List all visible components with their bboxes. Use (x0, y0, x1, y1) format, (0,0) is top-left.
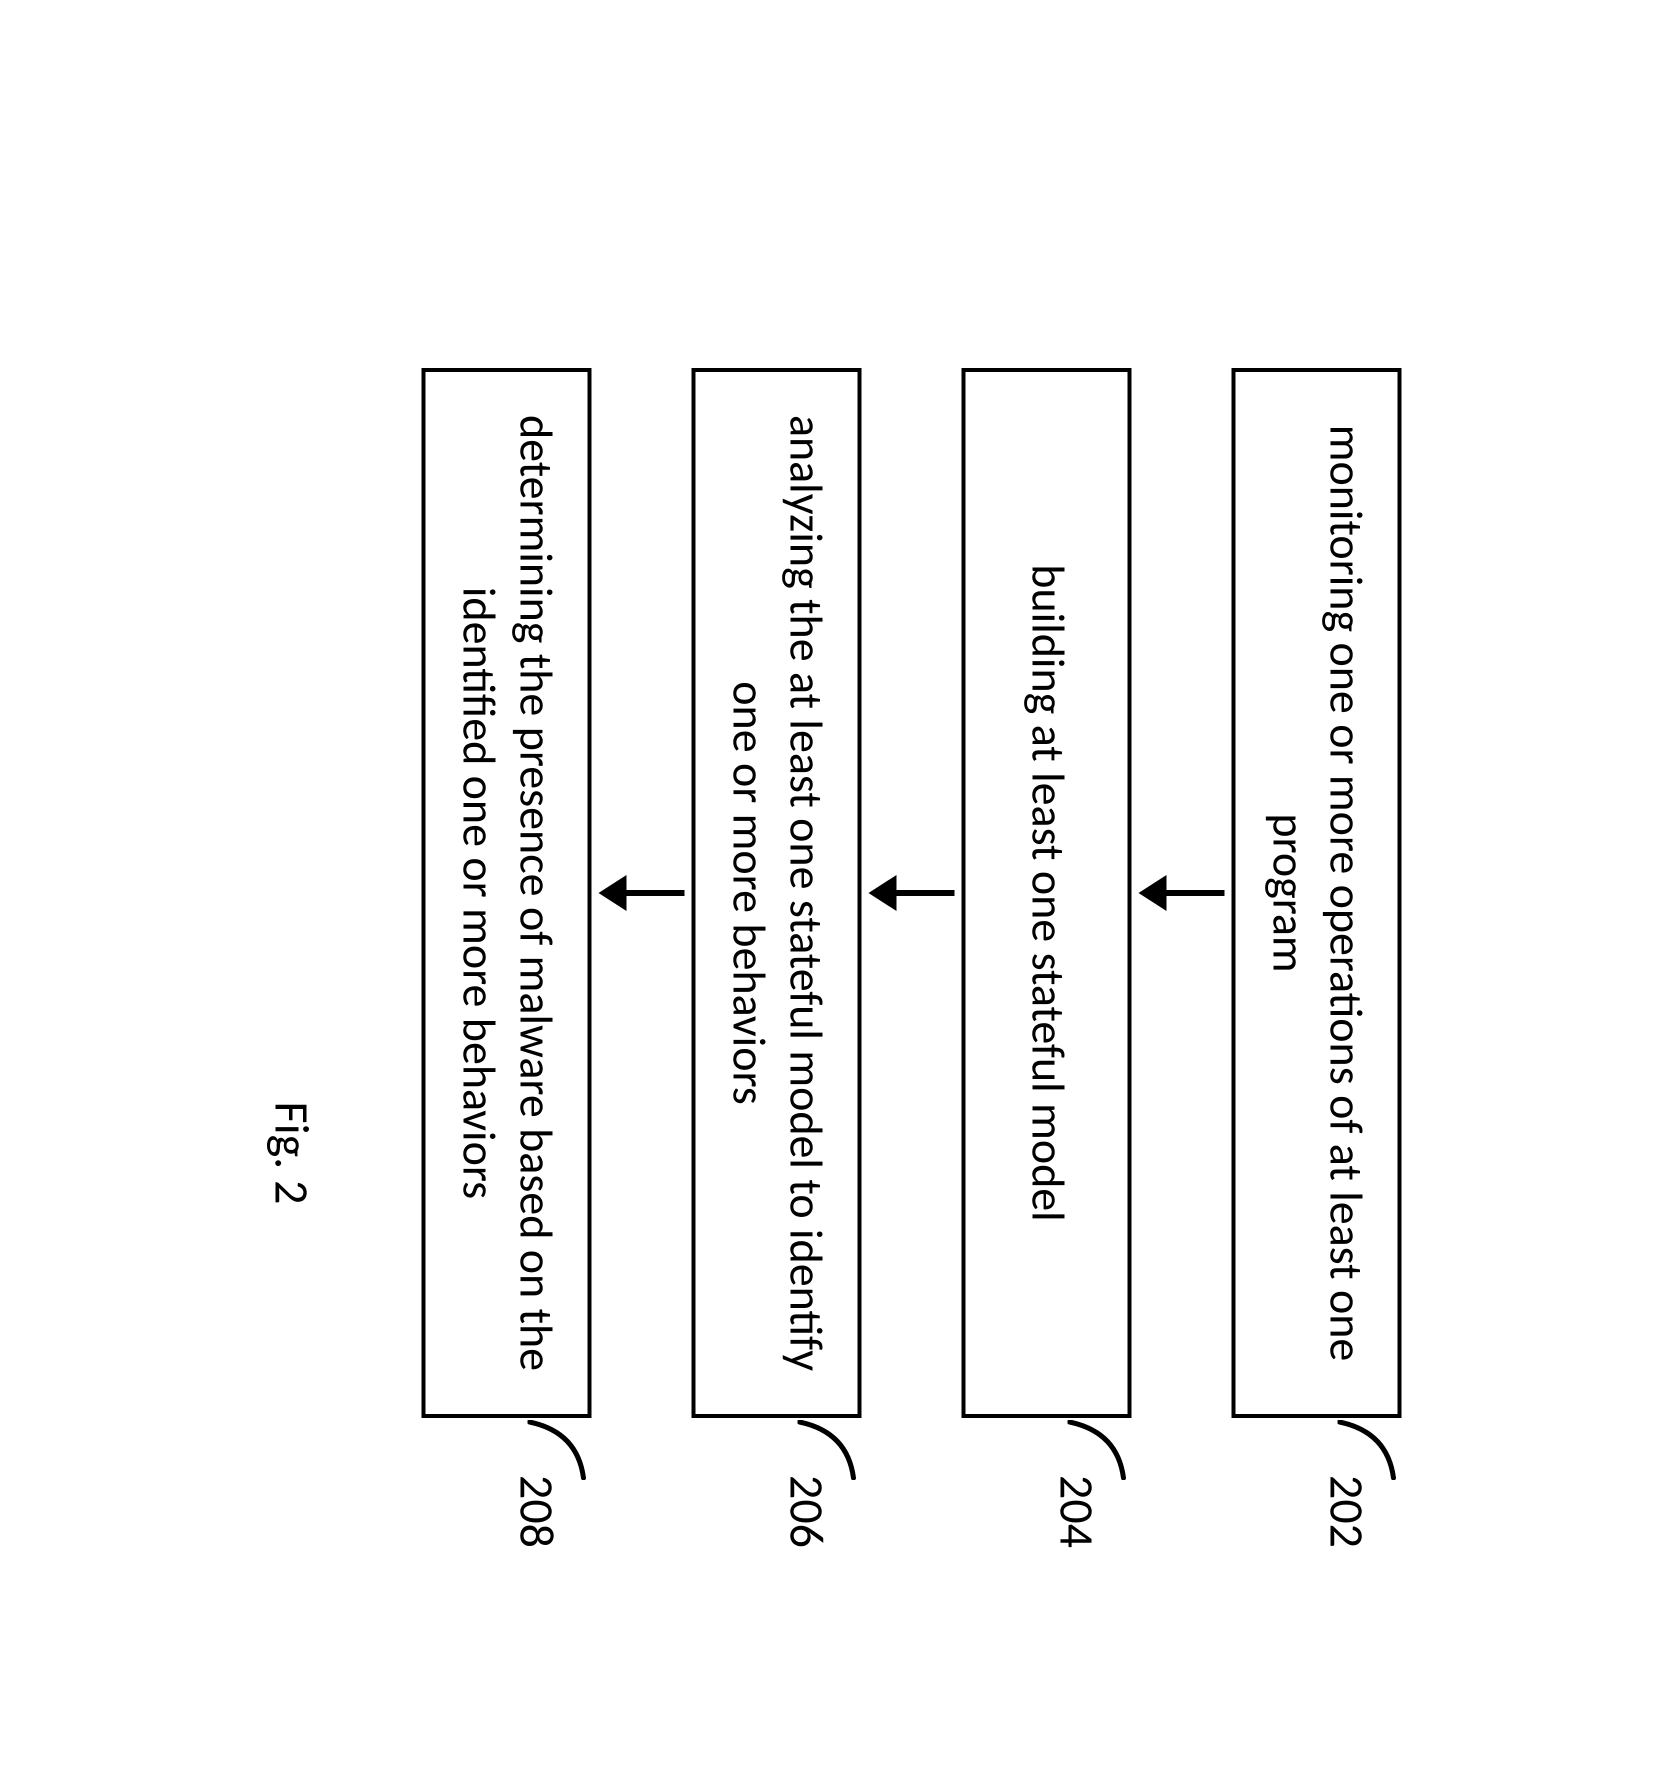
callout-arc-icon (1067, 1420, 1127, 1480)
step-text: determining the presence of malware base… (449, 402, 564, 1384)
ref-label-204: 204 (1047, 1475, 1106, 1548)
step-box-206: analyzing the at least one stateful mode… (691, 368, 861, 1418)
flowchart-step: building at least one stateful model 204 (961, 368, 1131, 1418)
arrow-icon (1131, 875, 1231, 911)
step-text: analyzing the at least one stateful mode… (719, 402, 834, 1384)
figure-caption: Fig. 2 (262, 1101, 321, 1204)
flowchart-step: analyzing the at least one stateful mode… (691, 368, 861, 1418)
arrow-icon (591, 875, 691, 911)
flowchart-step: determining the presence of malware base… (421, 368, 591, 1418)
ref-label-208: 208 (507, 1475, 566, 1548)
step-text: building at least one stateful model (1017, 564, 1075, 1221)
callout-arc-icon (527, 1420, 587, 1480)
step-box-202: monitoring one or more operations of at … (1231, 368, 1401, 1418)
flowchart-step: monitoring one or more operations of at … (1231, 368, 1401, 1418)
step-box-204: building at least one stateful model (961, 368, 1131, 1418)
step-box-208: determining the presence of malware base… (421, 368, 591, 1418)
step-text: monitoring one or more operations of at … (1259, 402, 1374, 1384)
callout-arc-icon (797, 1420, 857, 1480)
ref-label-202: 202 (1317, 1475, 1376, 1548)
flowchart-container: monitoring one or more operations of at … (262, 193, 1401, 1593)
arrow-icon (861, 875, 961, 911)
callout-arc-icon (1337, 1420, 1397, 1480)
ref-label-206: 206 (777, 1475, 836, 1548)
